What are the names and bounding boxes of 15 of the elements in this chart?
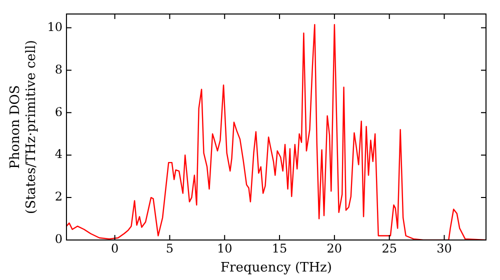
y-tick-label: 8 bbox=[54, 62, 62, 76]
x-tick-label: 25 bbox=[382, 241, 397, 256]
x-axis-title: Frequency (THz) bbox=[220, 260, 332, 276]
x-tick-label: 20 bbox=[326, 241, 342, 256]
x-tick-label: 10 bbox=[216, 241, 232, 256]
y-tick-label: 2 bbox=[54, 190, 62, 204]
y-tick-label: 0 bbox=[54, 232, 62, 246]
x-tick-label: 0 bbox=[110, 241, 119, 256]
y-tick-label: 4 bbox=[54, 147, 63, 162]
y-tick-label: 10 bbox=[47, 20, 62, 34]
y-tick-label: 6 bbox=[54, 104, 62, 119]
y-axis-title: Phonon DOS (States/THz·primitive cell) bbox=[8, 40, 39, 214]
x-tick-label: 30 bbox=[436, 241, 452, 256]
x-tick-label: 15 bbox=[272, 241, 288, 256]
x-tick-label: 5 bbox=[166, 241, 174, 256]
